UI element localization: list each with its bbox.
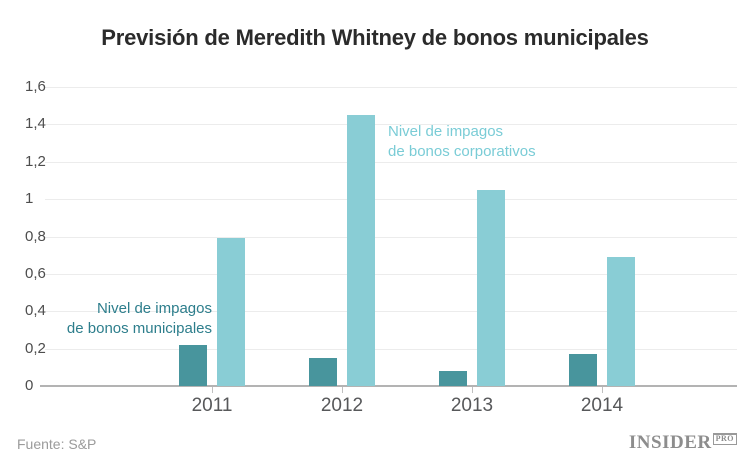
bar-municipales-2013 [439,371,467,386]
y-tick-label: 1,6 [25,78,46,95]
chart-title: Previsión de Meredith Whitney de bonos m… [101,25,649,50]
source-label: Fuente: S&P [17,436,97,452]
gridline [45,348,737,350]
x-axis-tick [212,387,213,393]
y-tick-label: 0 [25,377,34,394]
bar-corporativos-2014 [607,257,635,386]
x-axis-tick [602,387,603,393]
y-tick-label: 1,4 [25,115,46,133]
x-tick-label-2014: 2014 [580,395,624,416]
bar-corporativos-2011 [217,238,245,386]
gridline [45,273,737,275]
footer: Fuente: S&P INSIDER PRO [0,421,750,461]
bar-municipales-2011 [179,345,207,386]
x-tick-label-2011: 2011 [191,395,233,416]
y-tick-label: 1,2 [25,152,46,170]
series-label-corporativos: Nivel de impagos de bonos corporativos [388,123,536,160]
y-tick-label: 0,6 [25,264,46,282]
gridline [45,124,737,126]
x-tick-label-2012: 2012 [320,395,364,416]
bar-municipales-2012 [309,358,337,386]
x-tick-label-2013: 2013 [450,395,494,416]
y-tick-label: 0,8 [25,227,46,245]
gridline [45,199,737,201]
gridline [45,311,737,313]
x-axis-tick [342,387,343,393]
series-label-municipales: Nivel de impagos de bonos municipales [66,300,212,337]
x-axis-baseline [40,385,737,387]
logo-pro-badge: PRO [712,433,737,445]
gridline [45,161,737,163]
x-axis-tick [472,387,473,393]
y-tick-label: 0,2 [25,339,46,357]
bar-corporativos-2013 [477,190,505,386]
gridline [45,236,737,238]
bar-municipales-2014 [569,354,597,386]
y-tick-label: 0,4 [25,302,46,320]
bar-corporativos-2012 [347,115,375,386]
logo-text: INSIDER [628,432,712,453]
insiderpro-logo: INSIDER PRO [629,433,737,452]
gridline [45,87,737,88]
y-tick-label: 1 [25,190,34,208]
